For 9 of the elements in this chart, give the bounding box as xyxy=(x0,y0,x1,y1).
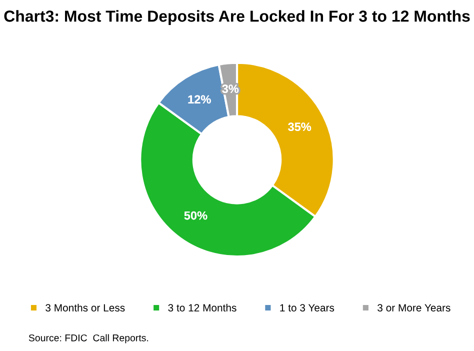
legend-label: 3 or More Years xyxy=(378,304,450,312)
data-label: 35% xyxy=(288,122,312,132)
data-label: 12% xyxy=(188,95,211,104)
legend-label: 1 to 3 Years xyxy=(280,304,334,312)
legend-label: 3 Months or Less xyxy=(46,304,125,312)
legend-label: 3 to 12 Months xyxy=(168,304,236,312)
source-note: Source: FDIC Call Reports. xyxy=(28,334,148,344)
data-label: 50% xyxy=(184,211,208,220)
chart-title: Chart3: Most Time Deposits Are Locked In For 3 to 12 Months xyxy=(4,10,470,25)
